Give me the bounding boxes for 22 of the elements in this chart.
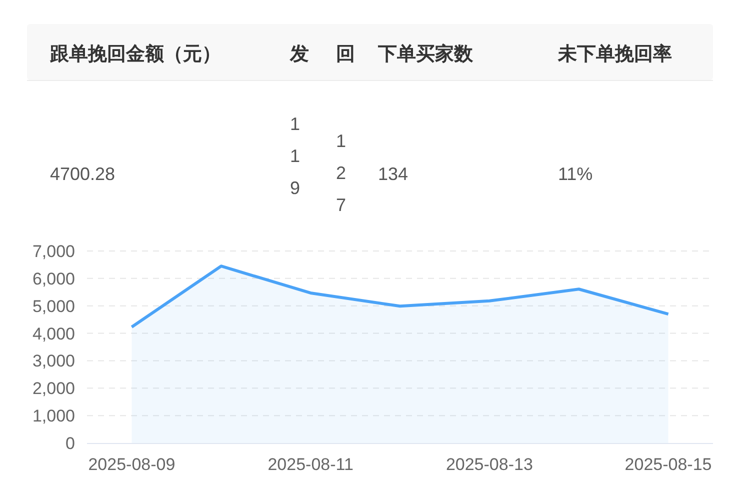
- text: 发: [289, 43, 309, 65]
- y-tick-label: 1,000: [32, 406, 75, 426]
- y-tick-label: 0: [66, 434, 75, 453]
- text: 回: [336, 43, 355, 65]
- y-tick-label: 7,000: [32, 242, 75, 261]
- text: 未下单挽回率: [557, 43, 672, 65]
- x-tick-label: 2025-08-15: [624, 455, 712, 474]
- y-tick-label: 4,000: [32, 324, 75, 344]
- x-tick-label: 2025-08-13: [446, 455, 533, 474]
- y-tick-label: 2,000: [32, 379, 75, 398]
- y-tick-label: 5,000: [32, 296, 75, 316]
- text: 119: [290, 114, 300, 198]
- x-tick-label: 2025-08-11: [268, 455, 354, 474]
- text: 4700.28: [50, 164, 116, 184]
- text: 下单买家数: [377, 43, 474, 65]
- y-tick-label: 6,000: [32, 269, 75, 288]
- text: 134: [378, 164, 408, 184]
- y-tick-label: 3,000: [32, 352, 75, 371]
- text: 跟单挽回金额（元）: [49, 43, 221, 65]
- text: 127: [336, 131, 346, 215]
- x-tick-label: 2025-08-09: [88, 455, 176, 474]
- text: 11%: [558, 164, 593, 184]
